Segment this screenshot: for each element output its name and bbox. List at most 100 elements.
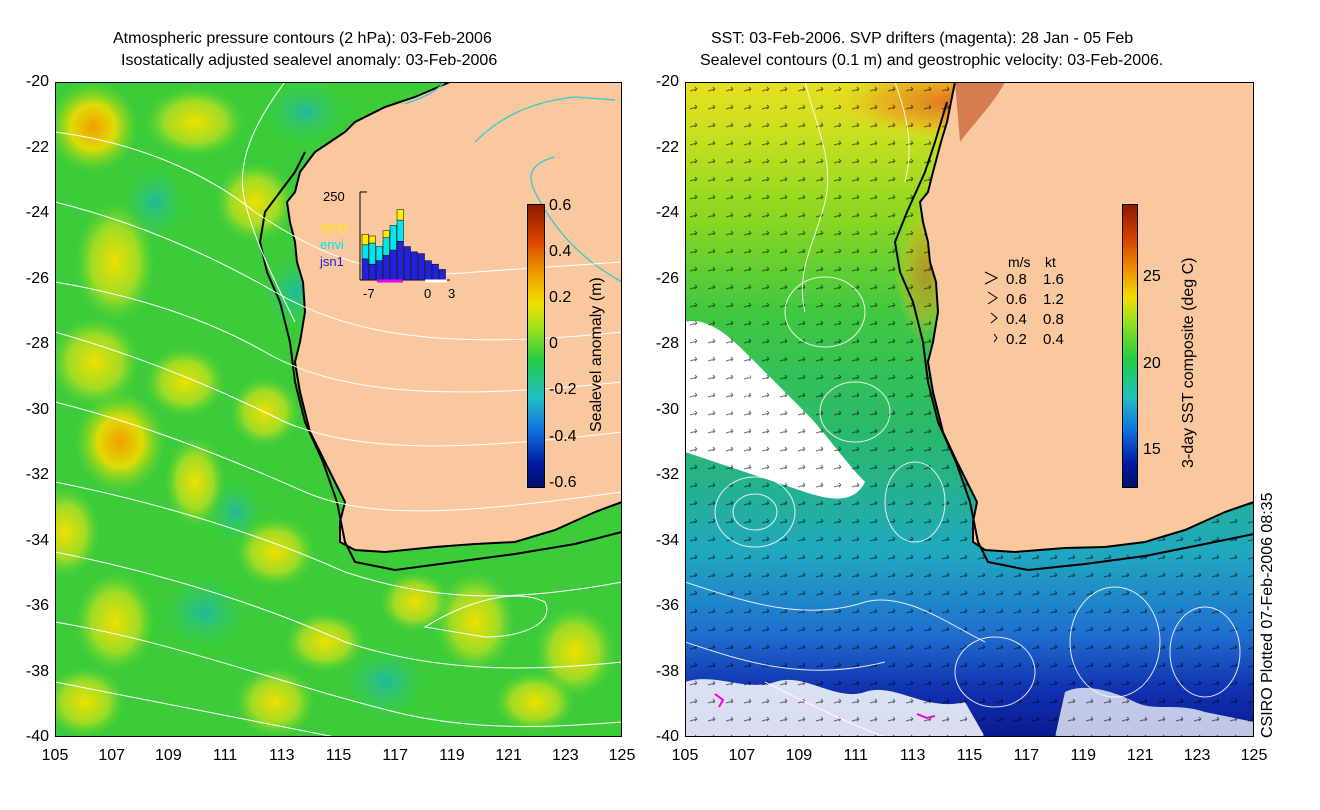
left-lon-tick: 121: [495, 747, 522, 764]
right-lon-tick: 115: [956, 747, 983, 764]
warm-land-corner: [955, 82, 1005, 142]
inset-ymax-label: 250: [323, 189, 345, 204]
right-lat-tick: -38: [655, 662, 679, 680]
inset-bar: [403, 246, 411, 281]
left-cbar-tick-0: 0: [549, 335, 558, 352]
legend-header-ms: m/s: [1008, 254, 1031, 270]
left-lon-tick: 115: [325, 747, 352, 764]
inset-bar: [389, 249, 397, 281]
left-lon-tick: 111: [212, 747, 238, 764]
right-cbar-tick-15: 15: [1143, 441, 1161, 458]
left-lon-tick: 117: [382, 747, 408, 764]
inset-bar: [396, 241, 404, 281]
inset-bar: [438, 269, 446, 281]
sealevel-contours: [685, 82, 1241, 737]
inset-bar: [361, 233, 369, 246]
inset-legend-envi: envi: [320, 237, 344, 252]
right-lat-tick: -22: [655, 138, 679, 156]
legend-ms-0.6: 0.6: [1006, 291, 1027, 308]
inset-bars: [361, 209, 446, 281]
left-lon-tick: 105: [41, 747, 69, 764]
left-lon-tick: 107: [98, 747, 126, 764]
shelf-edge-right: [893, 101, 1254, 572]
right-lat-tick: -30: [655, 400, 679, 418]
legend-kt-1.6: 1.6: [1043, 271, 1064, 288]
right-title-line1: SST: 03-Feb-2006. SVP drifters (magenta)…: [711, 30, 1134, 47]
right-lat-tick: -36: [655, 597, 679, 614]
right-lon-tick: 117: [1013, 747, 1040, 764]
inset-bar: [375, 246, 383, 261]
left-lat-tick: -24: [25, 204, 49, 221]
sealevel-anomaly-blobs: [55, 82, 615, 737]
drifter-track-1: [714, 693, 725, 708]
inset-bar: [389, 225, 397, 251]
left-lat-tick: -34: [25, 531, 49, 549]
left-lat-tick: -28: [25, 335, 49, 352]
left-cbar-tick-0.2: 0.2: [549, 289, 572, 306]
left-cbar-tick-0.6: 0.6: [549, 197, 572, 214]
inset-bar: [382, 230, 390, 239]
inset-bar: [368, 235, 376, 244]
inset-bar: [361, 244, 369, 260]
right-lat-tick: -24: [655, 204, 679, 221]
left-lon-tick: 113: [269, 747, 295, 764]
inset-bar: [417, 253, 425, 281]
right-map-svg: m/s kt 0.8 1.6 0.6 1.2 0.4 0.8 0.2 0.4: [685, 82, 1254, 737]
inset-bar: [361, 258, 369, 281]
right-lon-tick: 121: [1126, 747, 1154, 764]
right-lat-tick: -34: [655, 531, 679, 549]
left-lat-tick: -20: [25, 73, 49, 90]
left-title-line1: Atmospheric pressure contours (2 hPa): 0…: [113, 30, 492, 47]
left-title-line2: Isostatically adjusted sealevel anomaly:…: [121, 52, 498, 69]
inset-bar: [424, 260, 432, 281]
legend-kt-0.8: 0.8: [1043, 311, 1064, 328]
inset-xtick-3: 3: [448, 286, 455, 301]
left-colorbar: [527, 204, 545, 488]
left-lon-tick: 119: [439, 747, 465, 764]
right-lon-tick: 107: [728, 747, 756, 764]
legend-ms-0.8: 0.8: [1006, 271, 1027, 288]
right-lon-tick: 113: [899, 747, 926, 764]
inset-bar: [431, 263, 439, 281]
left-lat-tick: -22: [25, 138, 49, 156]
inset-bar: [410, 251, 418, 281]
inset-legend-gfo: GFO: [320, 221, 348, 236]
left-lat-tick: -32: [25, 466, 49, 483]
right-cbar-label: 3-day SST composite (deg C): [1180, 257, 1197, 468]
right-lat-tick: -40: [655, 728, 679, 745]
inset-bar: [368, 263, 376, 281]
legend-header-kt: kt: [1045, 254, 1056, 270]
inset-legend-jsn1: jsn1: [319, 254, 344, 269]
right-lon-tick: 111: [843, 747, 868, 764]
left-cbar-tick-neg0.4: -0.4: [549, 428, 577, 445]
right-cbar-tick-20: 20: [1143, 355, 1161, 372]
left-lon-tick: 109: [155, 747, 182, 764]
right-lon-tick: 105: [671, 747, 699, 764]
left-map: 250 GFO envi jsn1 -7 0 3: [55, 82, 622, 737]
altimeter-histogram: 250 GFO envi jsn1 -7 0 3: [319, 189, 455, 301]
left-lat-tick: -26: [25, 269, 49, 287]
inset-bar: [396, 219, 404, 242]
plot-credit: CSIRO Plotted 07-Feb-2006 08:35: [1259, 492, 1276, 738]
left-lat-tick: -40: [25, 728, 49, 745]
left-cbar-tick-neg0.6: -0.6: [549, 474, 577, 491]
velocity-legend: m/s kt 0.8 1.6 0.6 1.2 0.4 0.8 0.2 0.4: [984, 254, 1064, 348]
right-lat-tick: -32: [655, 466, 679, 483]
drifter-track-2: [916, 713, 936, 720]
right-lon-tick: 123: [1183, 747, 1211, 764]
right-colorbar: [1122, 204, 1138, 488]
right-lat-tick: -20: [655, 73, 679, 90]
left-lat-tick: -30: [25, 400, 49, 418]
right-lat-tick: -28: [655, 335, 679, 352]
australia-landmass-right: [918, 82, 1254, 554]
right-title-line2: Sealevel contours (0.1 m) and geostrophi…: [700, 52, 1164, 69]
left-map-svg: 250 GFO envi jsn1 -7 0 3: [55, 82, 622, 737]
inset-bar: [382, 255, 390, 281]
left-map-frame: [55, 82, 622, 737]
inset-bar: [368, 242, 376, 265]
inset-bar: [382, 237, 390, 256]
legend-ms-0.4: 0.4: [1006, 311, 1027, 328]
right-map-frame: [685, 82, 1254, 737]
inset-bar: [375, 260, 383, 281]
left-cbar-label: Sealevel anomaly (m): [588, 277, 605, 432]
